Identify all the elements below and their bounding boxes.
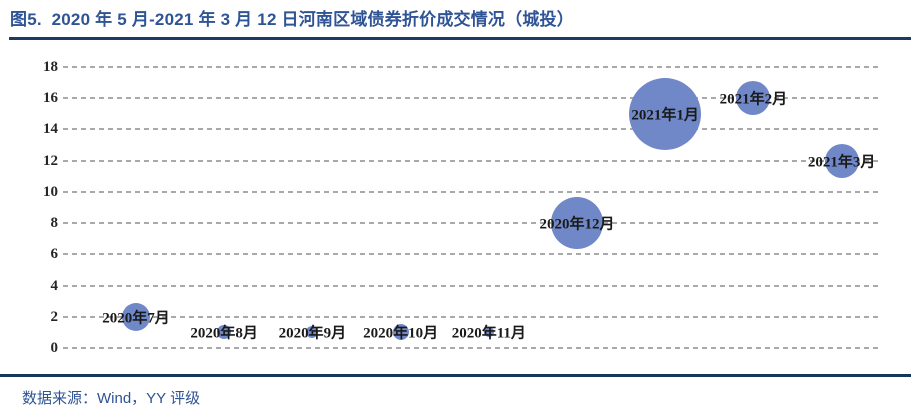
y-axis-tick: 2 bbox=[50, 308, 59, 325]
data-bubble bbox=[483, 327, 494, 338]
y-axis-tick: 16 bbox=[43, 90, 58, 107]
y-axis-tick: 0 bbox=[50, 340, 59, 356]
gridline bbox=[63, 97, 880, 100]
footer-divider bbox=[0, 374, 911, 377]
data-point-label: 2020年12月 bbox=[539, 216, 615, 233]
gridline bbox=[63, 315, 880, 318]
gridline bbox=[63, 128, 880, 131]
gridline bbox=[63, 222, 880, 225]
data-bubble bbox=[217, 325, 232, 340]
gridline bbox=[63, 347, 880, 349]
y-axis-tick: 8 bbox=[50, 215, 59, 232]
data-bubble bbox=[736, 81, 771, 116]
data-bubble bbox=[551, 197, 603, 250]
y-axis-tick: 18 bbox=[43, 58, 58, 75]
data-point-label: 2020年10月 bbox=[363, 325, 439, 342]
gridline bbox=[63, 190, 880, 193]
data-point-label: 2021年1月 bbox=[631, 107, 699, 124]
y-axis-tick: 4 bbox=[50, 277, 59, 294]
gridline bbox=[63, 65, 880, 68]
figure-title: 图5. 2020 年 5 月-2021 年 3 月 12 日河南区域债券折价成交… bbox=[10, 10, 574, 29]
data-bubble bbox=[122, 302, 150, 331]
data-point-label: 2020年11月 bbox=[451, 325, 526, 342]
data-point-label: 2021年3月 bbox=[807, 154, 876, 171]
data-bubble bbox=[392, 324, 409, 341]
y-axis-tick: 12 bbox=[43, 152, 58, 169]
data-bubble bbox=[306, 326, 319, 339]
y-axis-tick: 14 bbox=[43, 121, 58, 138]
data-source: 数据来源：Wind，YY 评级 bbox=[22, 390, 201, 407]
gridline bbox=[63, 284, 880, 287]
data-point-label: 2020年9月 bbox=[278, 325, 347, 342]
y-axis-tick: 10 bbox=[43, 183, 58, 200]
data-bubble bbox=[824, 143, 859, 178]
title-underline bbox=[9, 37, 911, 40]
data-point-label: 2020年7月 bbox=[102, 310, 170, 327]
gridline bbox=[63, 159, 880, 162]
y-axis-tick: 6 bbox=[50, 246, 59, 263]
data-bubble bbox=[629, 77, 702, 150]
data-point-label: 2020年8月 bbox=[190, 325, 258, 342]
gridline bbox=[63, 253, 880, 256]
data-point-label: 2021年2月 bbox=[719, 91, 788, 108]
bubble-chart: 0 2 4 6 8 10 12 14 16 18 2020年7月 2020年8月 2020年9月 2020… bbox=[43, 58, 880, 356]
